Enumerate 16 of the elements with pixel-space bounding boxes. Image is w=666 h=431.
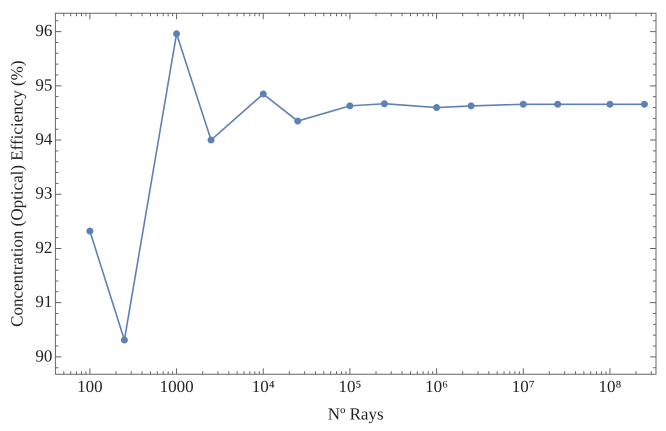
y-axis-title: Concentration (Optical) Efficiency (%) (8, 60, 27, 327)
y-tick-label: 94 (35, 130, 53, 149)
x-tick-label: 10⁶ (425, 376, 448, 396)
x-tick-label: 10⁴ (252, 376, 275, 396)
y-tick-label: 92 (35, 238, 52, 257)
x-tick-label: 10⁷ (512, 376, 535, 396)
x-axis-title: Nº Rays (328, 404, 384, 424)
x-tick-label: 1000 (160, 376, 194, 396)
y-tick-label: 93 (35, 184, 52, 203)
x-tick-label: 100 (77, 376, 103, 396)
y-tick-label: 96 (35, 21, 52, 40)
y-tick-label: 95 (35, 75, 52, 94)
x-tick-label: 10⁸ (598, 376, 622, 396)
y-tick-label: 91 (35, 292, 52, 312)
y-tick-label: 90 (35, 346, 52, 366)
x-tick-label: 10⁵ (338, 376, 362, 396)
